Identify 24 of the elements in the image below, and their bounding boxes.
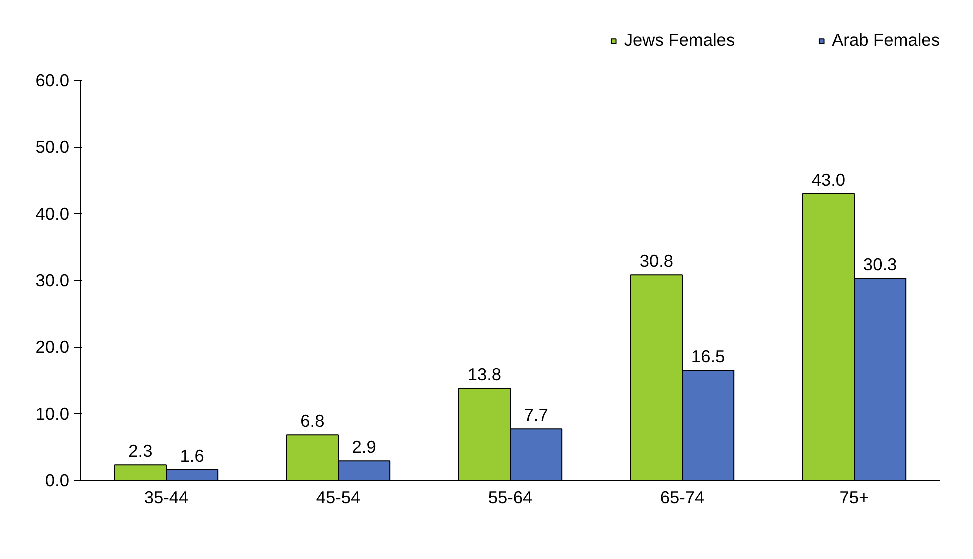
x-tick-label: 65-74	[660, 488, 706, 508]
x-tick-label: 55-64	[488, 488, 534, 508]
data-label: 6.8	[300, 411, 325, 432]
y-tick-label: 40.0	[36, 204, 70, 224]
data-label: 2.9	[352, 437, 376, 458]
legend-label: Jews Females	[624, 30, 736, 51]
data-label: 16.5	[691, 346, 726, 366]
y-tick-label: 10.0	[36, 404, 70, 424]
y-tick-label: 50.0	[36, 137, 70, 158]
legend-label: Arab Females	[832, 30, 940, 51]
data-label: 1.6	[180, 446, 204, 466]
y-tick-label: 20.0	[36, 337, 70, 358]
y-tick-label: 60.0	[36, 70, 70, 90]
data-label: 2.3	[128, 441, 153, 462]
data-label: 7.7	[524, 405, 548, 426]
data-label: 13.8	[468, 364, 502, 384]
data-label: 30.3	[863, 254, 898, 274]
x-tick-label: 45-54	[316, 488, 362, 508]
data-label: 30.8	[640, 251, 674, 272]
y-tick-label: 0.0	[45, 470, 70, 490]
x-tick-label: 35-44	[144, 488, 190, 508]
data-label: 43.0	[812, 170, 846, 190]
y-tick-label: 30.0	[36, 270, 70, 290]
x-tick-label: 75+	[840, 488, 870, 508]
